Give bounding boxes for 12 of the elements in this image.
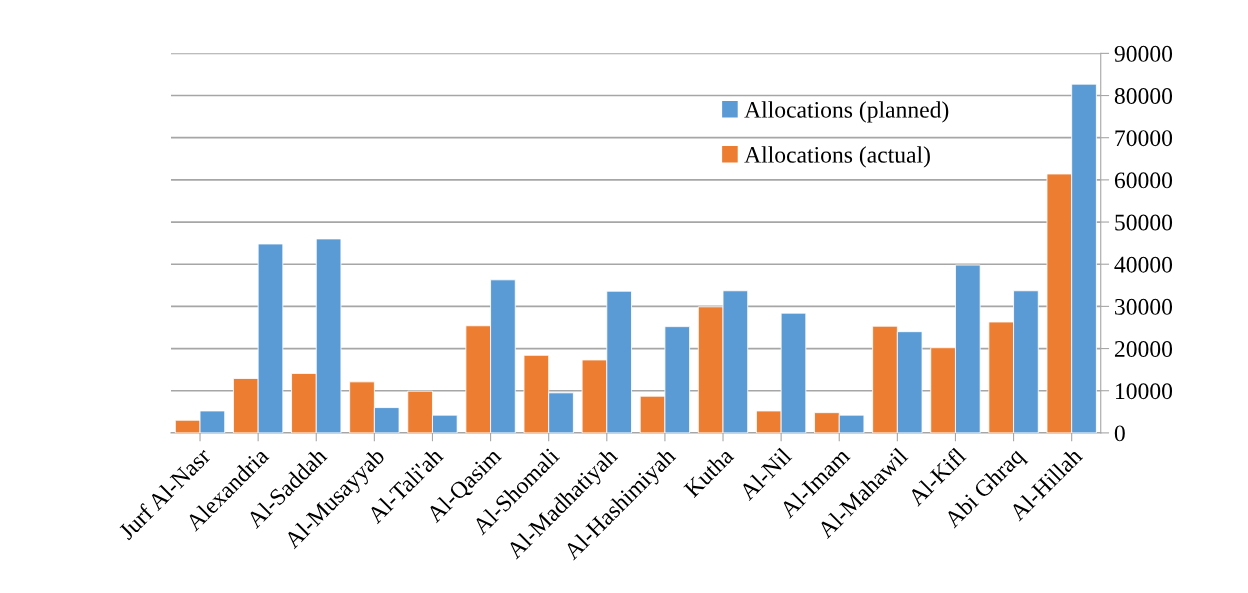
y-tick-label: 90000	[1114, 45, 1173, 62]
y-tick-label: 60000	[1114, 172, 1173, 189]
y-tick-label: 40000	[1114, 256, 1173, 273]
y-tick-label: 70000	[1115, 130, 1173, 147]
y-tick-label: 10000	[1116, 383, 1173, 400]
legend-label: Allocations (actual)	[744, 146, 930, 168]
y-tick-label: 30000	[1115, 298, 1173, 315]
y-tick-label: 0	[1114, 425, 1125, 442]
legend-label: Allocations (planned)	[744, 101, 949, 123]
y-tick-label: 50000	[1115, 214, 1173, 231]
y-tick-label: 20000	[1114, 341, 1173, 357]
y-tick-label: 80000	[1114, 88, 1173, 104]
